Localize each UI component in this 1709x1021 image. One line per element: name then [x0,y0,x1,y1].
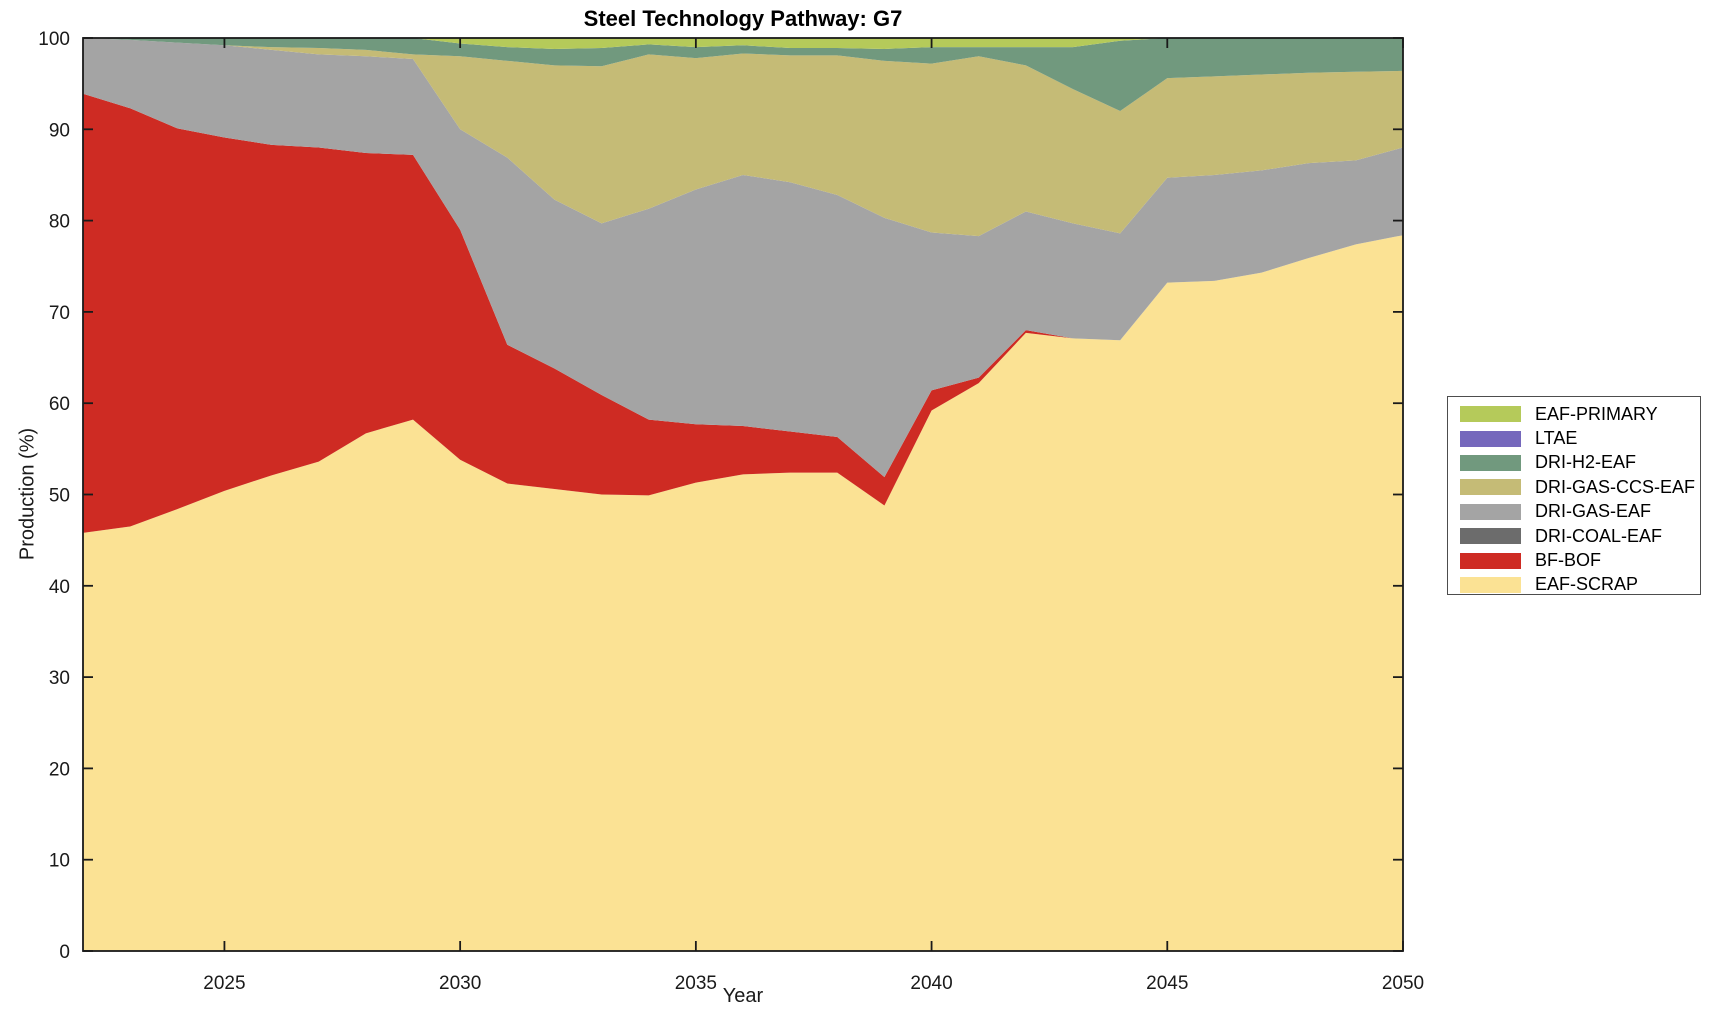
legend-label: DRI-H2-EAF [1535,452,1637,473]
x-axis-label: Year [722,985,764,1007]
y-tick-label: 60 [49,394,70,415]
y-tick-label: 10 [49,851,70,872]
y-tick-label: 90 [49,120,70,141]
legend-item-eaf-scrap: EAF-SCRAP [1448,573,1700,597]
legend-swatch [1460,406,1521,423]
y-tick-label: 40 [49,577,70,598]
legend-swatch [1460,503,1521,520]
legend-item-eaf-primary: EAF-PRIMARY [1448,402,1700,426]
legend-swatch [1460,552,1521,569]
legend-label: LTAE [1535,428,1578,449]
area-layer-eaf-scrap [83,235,1403,951]
legend-swatch [1460,479,1521,496]
legend-item-dri-gas-ccs-eaf: DRI-GAS-CCS-EAF [1448,475,1700,499]
legend-item-bf-bof: BF-BOF [1448,548,1700,572]
x-tick-label: 2035 [675,973,717,994]
y-axis-label: Production (%) [16,427,39,561]
legend-label: DRI-GAS-CCS-EAF [1535,476,1696,497]
legend-item-dri-h2-eaf: DRI-H2-EAF [1448,451,1700,475]
legend-swatch [1460,576,1521,593]
x-tick-label: 2040 [910,973,952,994]
legend-label: EAF-PRIMARY [1535,403,1658,424]
legend-label: DRI-GAS-EAF [1535,501,1652,522]
chart-title: Steel Technology Pathway: G7 [583,6,903,31]
area-layer-dri-h2-eaf [83,38,1403,112]
x-tick-label: 2050 [1382,973,1424,994]
legend-swatch [1460,528,1521,545]
legend-label: EAF-SCRAP [1535,574,1639,595]
area-layer-bf-bof [83,93,1403,533]
legend-item-dri-coal-eaf: DRI-COAL-EAF [1448,524,1700,548]
x-tick-label: 2025 [203,973,245,994]
legend-item-ltae: LTAE [1448,426,1700,450]
y-tick-label: 0 [59,942,70,963]
area-layer-dri-gas-ccs-eaf [83,38,1403,237]
legend-label: BF-BOF [1535,550,1601,571]
x-tick-label: 2045 [1146,973,1188,994]
legend-box: EAF-PRIMARY LTAE DRI-H2-EAF DRI-GAS-CCS-EAF… [1447,396,1701,595]
x-tick-label: 2030 [439,973,481,994]
y-tick-label: 80 [49,212,70,233]
y-tick-label: 70 [49,303,70,324]
legend-swatch [1460,454,1521,471]
legend-swatch [1460,430,1521,447]
area-layer-dri-gas-eaf [83,38,1403,478]
y-tick-label: 20 [49,759,70,780]
legend-label: DRI-COAL-EAF [1535,525,1663,546]
y-tick-label: 50 [49,486,70,507]
y-tick-label: 100 [38,29,70,50]
legend-item-dri-gas-eaf: DRI-GAS-EAF [1448,500,1700,524]
area-layer-eaf-primary [83,38,1403,49]
y-tick-label: 30 [49,668,70,689]
